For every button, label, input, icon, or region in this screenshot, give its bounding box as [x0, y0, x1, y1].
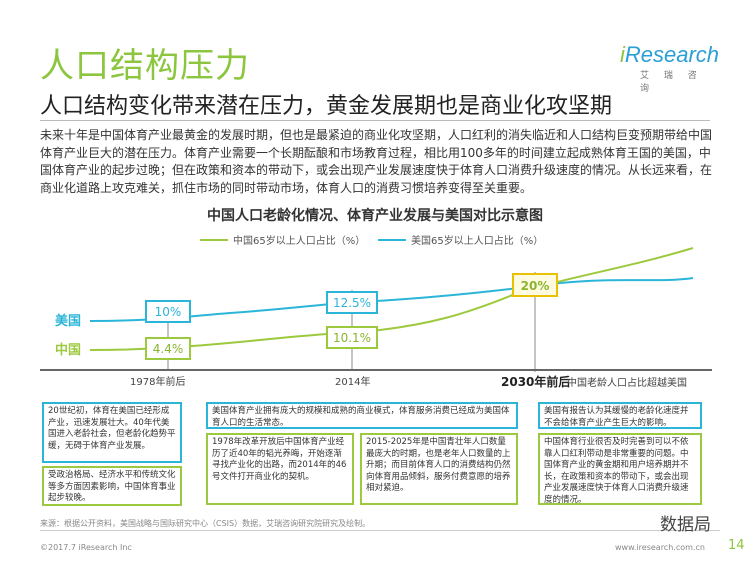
- watermark: 数据局: [660, 515, 711, 535]
- label-box-china-2014: [326, 326, 378, 349]
- china-series-line: [89, 247, 694, 351]
- note-china-2014-a: 1978年改革开放后中国体育产业经历了近40年的韬光养晦，开始逐渐寻找产业化的出…: [206, 433, 354, 505]
- data-label-us-2014: 12.5%: [333, 296, 371, 310]
- iresearch-logo: iResearch 艾 瑞 咨 询: [620, 42, 719, 94]
- page-title: 人口结构压力: [40, 46, 250, 86]
- note-us-2014: 美国体育产业拥有庞大的规模和成熟的商业模式，体育服务消费已经成为美国体育人口的生…: [206, 402, 518, 429]
- logo-name: Research: [624, 42, 720, 67]
- series-label-china: 中国: [55, 342, 81, 358]
- note-china-2014-b: 2015-2025年是中国青壮年人口数量最庞大的时期，也是老年人口数量的上升期；…: [360, 433, 518, 505]
- logo-prefix: i: [620, 42, 625, 67]
- label-box-china-1978: [145, 337, 191, 360]
- annotation-2030: 中国老龄人口占比超越美国: [567, 376, 687, 389]
- page-number: 14: [728, 538, 745, 553]
- label-box-us-2014: [326, 291, 378, 314]
- source-note: 来源：根据公开资料，美国战略与国际研究中心（CSIS）数据，艾瑞咨询研究院研究及…: [40, 519, 371, 528]
- header-divider: [40, 120, 710, 121]
- x-tick-2014: 2014年: [335, 375, 370, 388]
- data-label-china-2014: 10.1%: [333, 331, 371, 345]
- note-us-1978: 20世纪初，体育在美国已经形成产业，迅速发展壮大。40年代美国进入老龄社会，但老…: [42, 402, 182, 463]
- data-label-china-2030: 20%: [521, 279, 550, 293]
- chart-title: 中国人口老龄化情况、体育产业发展与美国对比示意图: [207, 208, 543, 224]
- copyright: ©2017.7 iResearch Inc: [40, 543, 132, 552]
- x-tick-2030: 2030年前后: [501, 374, 570, 389]
- label-box-china-2030: [512, 273, 558, 297]
- x-tick-1978: 1978年前后: [130, 375, 185, 388]
- note-china-2030: 中国体育行业很否及时完善到可以不依靠人口红利带动是非常重要的问题。中国体育产业的…: [538, 433, 702, 505]
- data-label-china-1978: 4.4%: [153, 342, 184, 356]
- data-label-us-1978: 10%: [155, 305, 182, 319]
- page-subtitle: 人口结构变化带来潜在压力，黄金发展期也是商业化攻坚期: [40, 94, 613, 119]
- website-link[interactable]: www.iresearch.com.cn: [615, 543, 705, 552]
- note-china-1978: 受政治格局、经济水平和传统文化等多方面因素影响，中国体育事业起步较晚。: [42, 466, 182, 506]
- note-us-2030: 美国有报告认为其缓慢的老龄化速度并不会给体育产业产生巨大的影响。: [538, 402, 702, 429]
- footer-divider: [40, 530, 720, 531]
- legend-us-label: 美国65岁以上人口占比（%）: [411, 234, 543, 247]
- label-box-us-1978: [145, 300, 191, 323]
- logo-cn: 艾 瑞 咨 询: [640, 71, 703, 94]
- series-label-us: 美国: [55, 313, 81, 329]
- legend-china-label: 中国65岁以上人口占比（%）: [233, 234, 365, 247]
- intro-paragraph: 未来十年是中国体育产业最黄金的发展时期，但也是最紧迫的商业化攻坚期，人口红利的消…: [40, 128, 713, 195]
